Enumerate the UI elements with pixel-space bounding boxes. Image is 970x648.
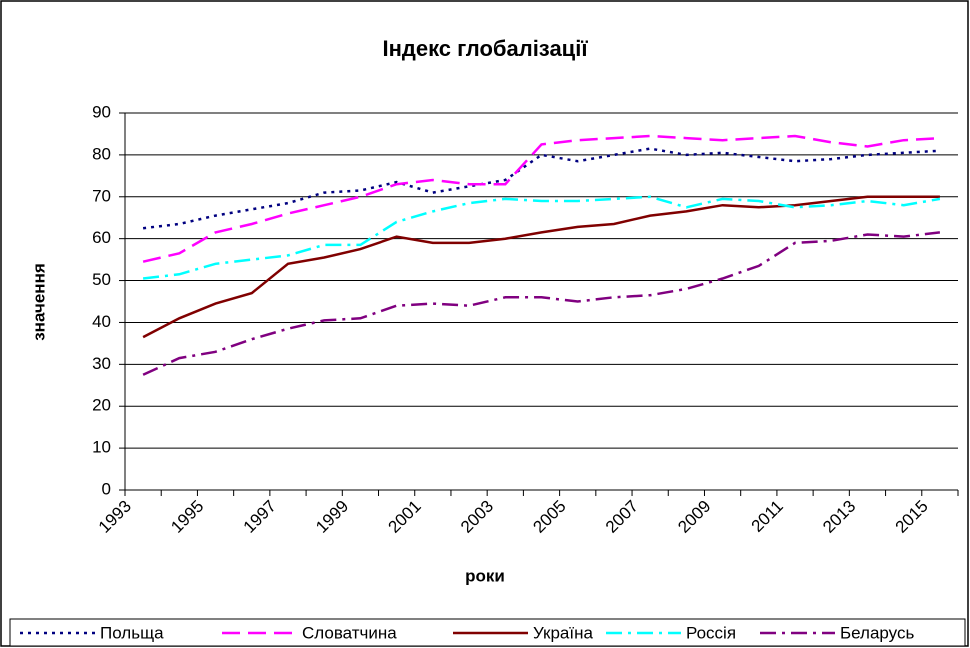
series-line	[142, 195, 941, 280]
y-tick-label: 50	[92, 270, 111, 289]
y-tick-label: 10	[92, 438, 111, 457]
y-axis-title: значення	[29, 263, 48, 341]
legend-label: Україна	[533, 623, 593, 642]
legend-label: Польща	[100, 623, 164, 642]
y-tick-label: 30	[92, 354, 111, 373]
y-tick-label: 0	[102, 479, 111, 498]
y-tick-label: 80	[92, 144, 111, 163]
y-tick-label: 60	[92, 228, 111, 247]
legend-label: Беларусь	[840, 623, 914, 642]
y-tick-label: 40	[92, 312, 111, 331]
series-line	[142, 134, 940, 263]
series-line	[142, 195, 940, 339]
y-tick-label: 70	[92, 186, 111, 205]
y-tick-label: 20	[92, 396, 111, 415]
series-line	[142, 231, 941, 376]
chart-title: Індекс глобалізації	[382, 36, 588, 61]
y-tick-label: 90	[92, 102, 111, 121]
series-line	[142, 147, 940, 230]
legend-label: Словатчина	[302, 623, 397, 642]
x-axis-title: роки	[465, 566, 505, 585]
legend-label: Россія	[686, 623, 736, 642]
